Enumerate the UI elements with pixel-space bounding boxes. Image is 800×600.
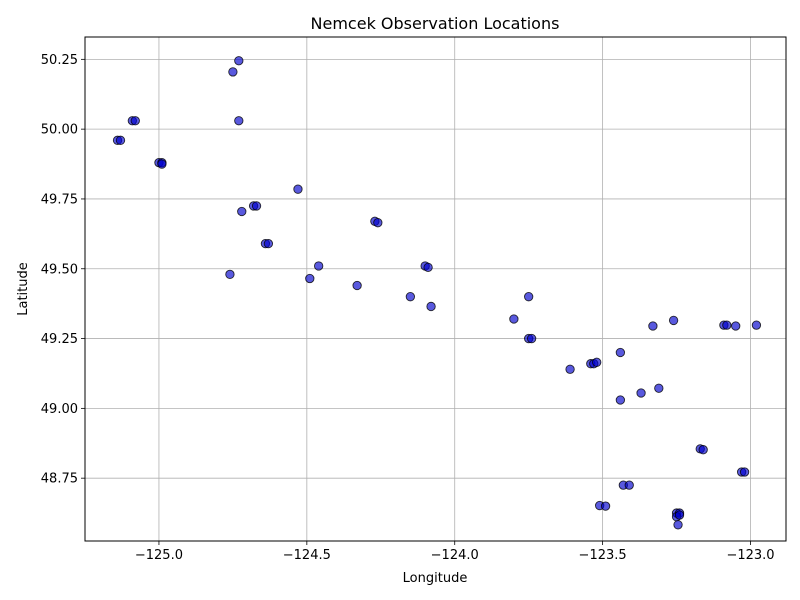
data-point <box>305 273 315 284</box>
chart-title: Nemcek Observation Locations <box>311 14 560 33</box>
y-tick-label: 49.50 <box>41 262 78 277</box>
data-point <box>115 135 126 145</box>
data-point <box>636 388 646 398</box>
data-point <box>722 320 732 330</box>
data-point <box>405 292 416 302</box>
data-point <box>263 238 274 249</box>
y-tick-label: 49.00 <box>41 402 78 417</box>
data-point <box>565 364 575 374</box>
data-point <box>668 315 679 326</box>
data-point <box>314 261 324 271</box>
data-point <box>293 184 303 194</box>
y-tick-label: 49.75 <box>41 192 78 207</box>
data-point <box>237 206 247 217</box>
data-point <box>509 314 519 324</box>
data-point <box>592 357 602 367</box>
data-point <box>228 67 238 77</box>
data-point <box>615 347 626 358</box>
data-point <box>673 520 683 530</box>
x-tick-label: −124.0 <box>431 548 479 563</box>
data-point <box>674 510 685 520</box>
y-tick-label: 50.25 <box>41 53 78 68</box>
y-axis-label: Latitude <box>16 262 31 316</box>
data-point <box>624 480 634 490</box>
x-tick-label: −123.5 <box>579 548 627 563</box>
x-axis-label: Longitude <box>403 571 468 586</box>
x-axis-ticks: −125.0 −124.5 −124.0 −123.5 −123.0 <box>135 541 775 563</box>
data-point <box>234 56 244 66</box>
data-point <box>352 280 362 291</box>
plot-frame <box>84 36 787 542</box>
y-axis-ticks: 48.75 49.00 49.25 49.50 49.75 50.00 50.25 <box>41 53 85 487</box>
y-tick-label: 48.75 <box>41 472 78 487</box>
data-point <box>426 301 436 312</box>
data-point <box>251 201 262 211</box>
data-point <box>130 116 140 126</box>
data-point <box>600 501 611 511</box>
data-point <box>654 383 664 393</box>
data-point <box>524 292 534 302</box>
data-point <box>731 321 741 331</box>
grid-lines <box>85 37 786 541</box>
data-point <box>526 333 537 344</box>
data-point <box>373 218 383 228</box>
data-points <box>112 56 762 530</box>
x-tick-label: −123.0 <box>726 548 774 563</box>
y-tick-label: 50.00 <box>41 123 78 138</box>
x-tick-label: −125.0 <box>135 548 183 563</box>
data-point <box>615 395 626 405</box>
data-point <box>423 262 433 273</box>
data-point <box>234 116 244 126</box>
data-point <box>225 269 235 279</box>
data-point <box>648 321 658 331</box>
data-point <box>157 159 167 169</box>
x-tick-label: −124.5 <box>283 548 331 563</box>
data-point <box>698 445 708 455</box>
data-point <box>751 320 762 330</box>
data-point <box>739 467 750 477</box>
y-tick-label: 49.25 <box>41 332 78 347</box>
